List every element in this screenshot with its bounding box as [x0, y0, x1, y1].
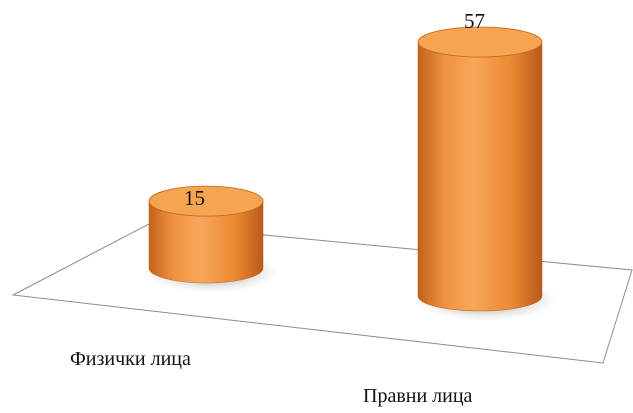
bar-top-2: [417, 26, 543, 58]
value-label-2: 57: [464, 9, 485, 33]
category-label-1: Физички лица: [70, 348, 191, 370]
bar-top-1: [148, 185, 264, 217]
chart-floor: [11, 223, 633, 364]
bar-1: [148, 200, 264, 284]
category-label-2: Правни лица: [363, 385, 473, 407]
bar-2: [417, 41, 543, 312]
value-label-1: 15: [184, 186, 205, 210]
